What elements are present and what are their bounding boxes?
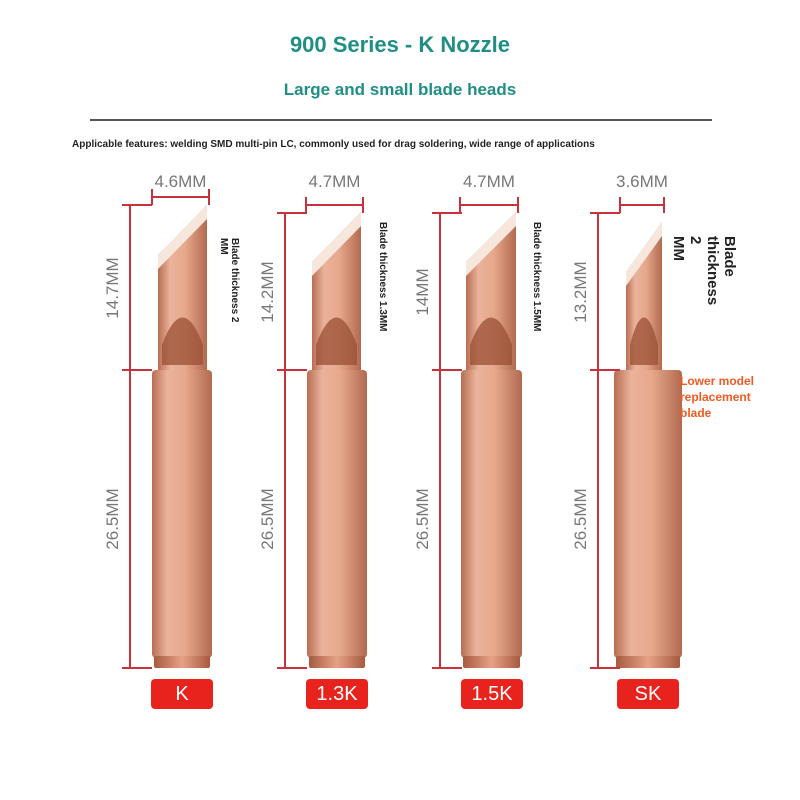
page-subtitle: Large and small blade heads (283, 80, 517, 99)
tip-body (307, 370, 367, 658)
width-label: 3.6MM (616, 172, 668, 191)
blade-thickness-note: Blade thickness 2 MM (670, 236, 738, 306)
width-label: 4.7MM (463, 172, 515, 191)
tip-body (152, 370, 212, 658)
upper-length-label: 14MM (413, 267, 432, 316)
width-label: 4.6MM (154, 172, 207, 191)
divider (90, 119, 712, 121)
lower-length-label: 26.5MM (103, 488, 122, 550)
model-badge: 1.5K (461, 679, 523, 709)
model-badge: SK (617, 679, 679, 709)
tip-end-ring (154, 656, 210, 668)
lower-model-note: Lower model replacement blade (680, 374, 755, 420)
blade-groove (316, 317, 357, 365)
tip-body (614, 370, 682, 658)
upper-length-label: 13.2MM (571, 260, 590, 323)
blade-groove (470, 317, 512, 365)
tip-body (461, 370, 522, 658)
model-badge: 1.3K (306, 679, 368, 709)
lower-length-label: 26.5MM (258, 488, 277, 550)
features-text: Applicable features: welding SMD multi-p… (72, 139, 595, 150)
model-badge: K (151, 679, 213, 709)
upper-length-label: 14.7MM (103, 256, 122, 319)
blade-edge (158, 205, 207, 269)
tip-end-ring (309, 656, 365, 668)
tip-end-ring (463, 656, 520, 668)
blade-edge (466, 212, 516, 276)
lower-length-label: 26.5MM (413, 488, 432, 550)
blade-groove (162, 317, 203, 365)
blade-thickness-note: Blade thickness 1.3MM (377, 222, 388, 332)
blade-thickness-note: Blade thickness 1.5MM (531, 222, 542, 332)
page-title: 900 Series - K Nozzle (289, 32, 511, 57)
blade-thickness-note: Blade thickness 2 MM (218, 238, 240, 323)
width-label: 4.7MM (308, 172, 361, 191)
blade-edge (626, 222, 662, 286)
upper-length-label: 14.2MM (258, 260, 277, 323)
blade-groove (630, 317, 658, 365)
lower-length-label: 26.5MM (571, 488, 590, 550)
blade-edge (312, 212, 361, 276)
tip-end-ring (616, 656, 680, 668)
